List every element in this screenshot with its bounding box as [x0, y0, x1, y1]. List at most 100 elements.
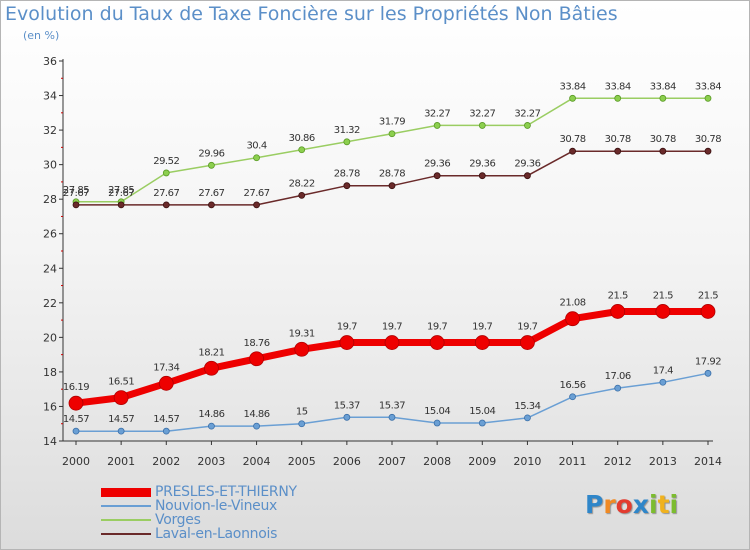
data-point-vorges [162, 169, 170, 177]
data-label-presles-et-thierny: 21.5 [698, 290, 718, 301]
y-tick-label: 14 [43, 435, 57, 448]
data-label-vorges: 32.27 [514, 108, 540, 119]
data-label-nouvion-le-vineux: 14.57 [108, 414, 134, 425]
data-label-presles-et-thierny: 19.7 [472, 322, 492, 333]
legend-label: Vorges [155, 512, 201, 528]
data-point-presles-et-thierny [384, 335, 400, 350]
data-point-vorges [433, 122, 441, 129]
data-label-vorges: 32.27 [424, 108, 450, 119]
data-label-nouvion-le-vineux: 17.06 [605, 371, 631, 382]
data-label-presles-et-thierny: 16.51 [108, 377, 134, 388]
data-label-presles-et-thierny: 19.7 [427, 322, 447, 333]
data-label-laval-en-laonnois: 30.78 [605, 134, 631, 145]
y-tick-label: 26 [43, 228, 57, 241]
chart-title: Evolution du Taux de Taxe Foncière sur l… [5, 3, 618, 25]
data-label-vorges: 33.84 [605, 81, 631, 92]
data-point-laval-en-laonnois [117, 201, 125, 209]
data-label-laval-en-laonnois: 27.67 [244, 188, 270, 199]
data-label-laval-en-laonnois: 30.78 [695, 134, 721, 145]
data-point-vorges [208, 161, 215, 169]
data-label-nouvion-le-vineux: 16.56 [560, 380, 586, 391]
y-tick-label: 36 [43, 55, 57, 68]
data-label-presles-et-thierny: 19.7 [382, 322, 402, 333]
data-label-presles-et-thierny: 21.08 [560, 298, 586, 309]
data-label-laval-en-laonnois: 27.67 [63, 188, 89, 199]
data-point-vorges [569, 94, 576, 102]
data-point-presles-et-thierny [520, 335, 535, 350]
data-label-vorges: 33.84 [650, 81, 676, 92]
data-point-nouvion-le-vineux [614, 384, 622, 392]
brand-letter: P [585, 490, 604, 519]
data-point-nouvion-le-vineux [433, 419, 441, 427]
data-label-nouvion-le-vineux: 14.86 [198, 409, 224, 420]
brand-letter: x [632, 490, 649, 519]
data-label-laval-en-laonnois: 29.36 [514, 159, 540, 170]
data-point-presles-et-thierny [249, 351, 264, 367]
data-point-laval-en-laonnois [253, 201, 260, 209]
data-point-nouvion-le-vineux [343, 413, 351, 421]
data-label-nouvion-le-vineux: 14.86 [244, 409, 270, 420]
data-label-vorges: 31.32 [334, 125, 360, 136]
data-point-laval-en-laonnois [72, 201, 80, 209]
data-label-vorges: 33.84 [695, 81, 721, 92]
line-chart: 14 16 18 20 22 24 26 28 30 32 34 36 2000 2001 2002 2003… [43, 55, 722, 468]
legend-swatch [101, 488, 151, 497]
data-point-laval-en-laonnois [478, 172, 486, 180]
data-point-vorges [388, 130, 396, 138]
x-tick-label: 2005 [288, 455, 316, 468]
data-label-nouvion-le-vineux: 15.37 [379, 400, 405, 411]
x-tick-label: 2008 [423, 455, 451, 468]
data-label-laval-en-laonnois: 30.78 [560, 134, 586, 145]
brand-logo: Proxiti [585, 490, 678, 519]
legend-swatch [101, 533, 151, 535]
x-tick-label: 2014 [694, 455, 722, 468]
x-tick-label: 2009 [468, 455, 496, 468]
brand-letter: o [615, 490, 633, 519]
data-point-laval-en-laonnois [524, 172, 531, 180]
data-point-presles-et-thierny [565, 311, 580, 327]
data-label-presles-et-thierny: 19.31 [289, 328, 315, 339]
data-point-laval-en-laonnois [704, 147, 712, 155]
data-label-nouvion-le-vineux: 15 [296, 407, 308, 418]
legend-swatch [101, 519, 151, 521]
y-tick-label: 24 [43, 262, 57, 275]
data-point-nouvion-le-vineux [704, 369, 712, 377]
y-tick-label: 34 [43, 90, 57, 103]
brand-letter: r [603, 490, 616, 519]
data-label-presles-et-thierny: 17.34 [153, 362, 179, 373]
data-point-vorges [524, 122, 531, 129]
x-tick-label: 2011 [559, 455, 587, 468]
legend-label: PRESLES-ET-THIERNY [155, 484, 297, 500]
data-point-nouvion-le-vineux [388, 413, 396, 421]
x-tick-label: 2013 [649, 455, 677, 468]
data-label-laval-en-laonnois: 30.78 [650, 134, 676, 145]
data-point-presles-et-thierny [204, 360, 219, 376]
x-tick-label: 2007 [378, 455, 406, 468]
data-label-presles-et-thierny: 18.76 [244, 338, 270, 349]
data-point-laval-en-laonnois [433, 172, 441, 180]
data-point-vorges [253, 154, 260, 162]
x-tick-label: 2004 [243, 455, 271, 468]
data-point-presles-et-thierny [429, 335, 445, 350]
data-point-presles-et-thierny [474, 335, 490, 350]
data-point-laval-en-laonnois [343, 182, 351, 190]
data-label-vorges: 27.85 [108, 185, 134, 196]
y-tick-label: 32 [43, 124, 57, 137]
data-label-laval-en-laonnois: 28.22 [289, 178, 315, 189]
data-label-laval-en-laonnois: 29.36 [424, 159, 450, 170]
data-point-vorges [704, 94, 712, 102]
data-label-laval-en-laonnois: 29.36 [469, 159, 495, 170]
data-point-presles-et-thierny [158, 375, 174, 391]
data-point-nouvion-le-vineux [208, 422, 215, 430]
x-tick-label: 2003 [197, 455, 225, 468]
data-point-presles-et-thierny [113, 390, 129, 406]
data-point-laval-en-laonnois [298, 191, 306, 199]
y-tick-label: 18 [43, 366, 57, 379]
data-point-presles-et-thierny [700, 304, 716, 319]
data-point-laval-en-laonnois [569, 147, 576, 155]
y-tick-label: 22 [43, 297, 57, 310]
data-label-vorges: 27.85 [63, 185, 89, 196]
data-point-vorges [478, 122, 486, 129]
data-label-presles-et-thierny: 18.21 [198, 347, 224, 358]
